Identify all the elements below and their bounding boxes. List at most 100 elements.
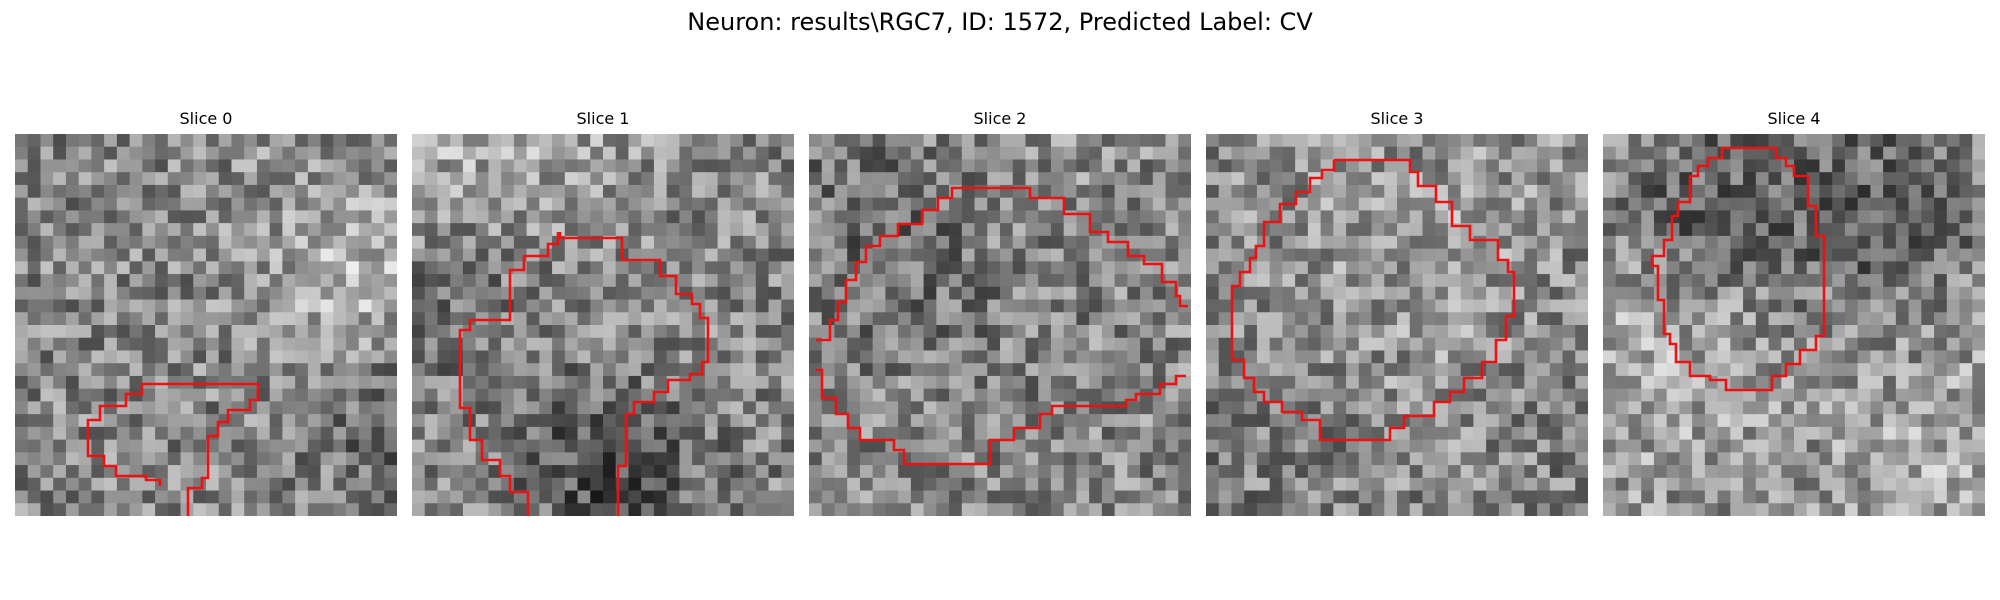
slice-pixel: [218, 184, 233, 199]
slice-pixel: [987, 401, 1001, 415]
slice-pixel: [269, 274, 283, 288]
slice-pixel: [501, 134, 515, 148]
slice-pixel: [1409, 337, 1424, 352]
slice-pixel: [1692, 350, 1706, 364]
slice-pixel: [1000, 439, 1014, 453]
slice-pixel: [1628, 223, 1642, 237]
slice-pixel: [910, 146, 925, 161]
slice-pixel: [552, 261, 566, 275]
slice-pixel: [1615, 286, 1630, 301]
slice-pixel: [307, 172, 322, 186]
slice-pixel: [1641, 401, 1655, 415]
slice-pixel: [755, 223, 770, 237]
slice-pixel: [961, 325, 976, 339]
slice-pixel: [1140, 337, 1154, 352]
slice-pixel: [1409, 325, 1424, 339]
slice-pixel: [231, 223, 245, 237]
slice-pixel: [1397, 350, 1411, 364]
slice-pixel: [1063, 401, 1077, 415]
slice-pixel: [65, 210, 80, 224]
slice-pixel: [193, 439, 207, 453]
slice-pixel: [539, 363, 553, 377]
slice-pixel: [910, 375, 925, 390]
slice-pixel: [1653, 363, 1668, 377]
slice-pixel: [371, 286, 385, 301]
slice-pixel: [847, 477, 861, 492]
slice-pixel: [1717, 503, 1731, 516]
slice-pixel: [1819, 439, 1833, 453]
slice-pixel: [27, 337, 42, 352]
slice-pixel: [155, 235, 169, 250]
slice-pixel: [1870, 159, 1884, 173]
slice-pixel: [1333, 159, 1347, 173]
slice-pixel: [155, 159, 169, 173]
slice-pixel: [1025, 414, 1039, 428]
slice-pixel: [526, 286, 540, 301]
slice-pixel: [1346, 337, 1360, 352]
slice-pixel: [1819, 223, 1833, 237]
slice-pixel: [1269, 503, 1283, 516]
slice-pixel: [781, 465, 794, 479]
slice-pixel: [1895, 503, 1910, 516]
slice-pixel: [15, 223, 29, 237]
slice-pixel: [1743, 261, 1757, 275]
slice-pixel: [53, 312, 67, 326]
slice-pixel: [1218, 134, 1233, 148]
slice-pixel: [1244, 350, 1258, 364]
slice-pixel: [1832, 375, 1846, 390]
slice-pixel: [437, 223, 451, 237]
slice-pixel: [885, 261, 899, 275]
slice-pixel: [27, 388, 42, 402]
slice-pixel: [1908, 490, 1922, 504]
slice-pixel: [1152, 465, 1167, 479]
slice-pixel: [564, 299, 579, 313]
slice-pixel: [116, 439, 131, 453]
slice-pixel: [167, 261, 182, 275]
slice-pixel: [1371, 337, 1385, 352]
slice-pixel: [27, 490, 42, 504]
slice-pixel: [15, 375, 29, 390]
slice-pixel: [1844, 235, 1859, 250]
slice-pixel: [1231, 210, 1245, 224]
slice-pixel: [1794, 299, 1808, 313]
slice-pixel: [1679, 299, 1693, 313]
slice-pixel: [564, 439, 579, 453]
slice-pixel: [412, 184, 426, 199]
slice-pixel: [384, 159, 397, 173]
slice-pixel: [1384, 134, 1398, 148]
slice-pixel: [821, 312, 836, 326]
slice-pixel: [936, 286, 950, 301]
slice-pixel: [1895, 299, 1910, 313]
slice-pixel: [193, 248, 207, 262]
slice-pixel: [1781, 426, 1795, 441]
slice-pixel: [743, 325, 757, 339]
slice-pixel: [1012, 414, 1027, 428]
slice-pixel: [1025, 312, 1039, 326]
slice-pixel: [781, 414, 794, 428]
slice-pixel: [320, 325, 334, 339]
slice-pixel: [371, 490, 385, 504]
slice-pixel: [1537, 337, 1551, 352]
slice-pixel: [1562, 414, 1576, 428]
slice-pixel: [628, 414, 642, 428]
slice-pixel: [590, 197, 604, 211]
slice-pixel: [1486, 274, 1500, 288]
slice-pixel: [1641, 477, 1655, 492]
slice-pixel: [1755, 235, 1770, 250]
slice-pixel: [910, 261, 925, 275]
slice-pixel: [1832, 388, 1846, 402]
slice-pixel: [1218, 401, 1233, 415]
slice-pixel: [437, 184, 451, 199]
slice-pixel: [539, 337, 553, 352]
slice-pixel: [1717, 210, 1731, 224]
slice-pixel: [1743, 363, 1757, 377]
slice-pixel: [358, 261, 373, 275]
slice-pixel: [821, 286, 836, 301]
slice-pixel: [834, 210, 848, 224]
slice-pixel: [244, 452, 258, 466]
slice-pixel: [1755, 184, 1770, 199]
slice-pixel: [1101, 248, 1116, 262]
slice-pixel: [1972, 235, 1985, 250]
slice-pixel: [1025, 490, 1039, 504]
slice-pixel: [539, 261, 553, 275]
